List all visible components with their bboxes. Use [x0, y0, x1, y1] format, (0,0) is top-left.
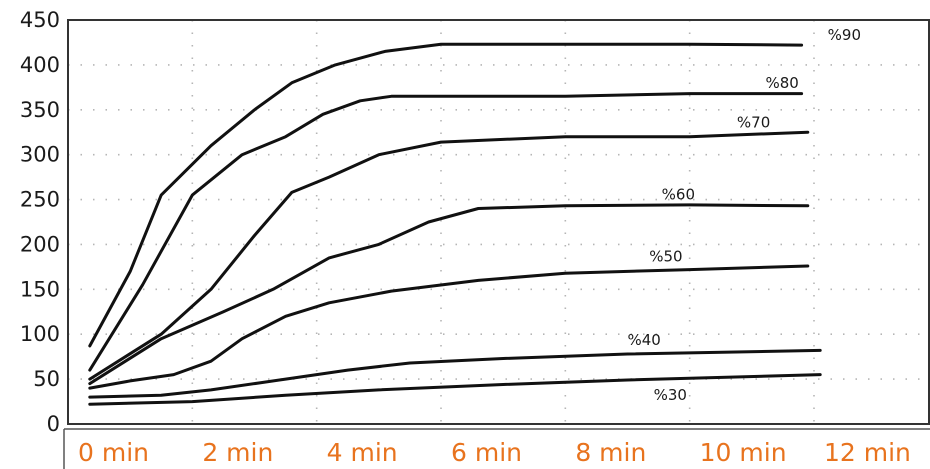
x-axis-ticks: 0 min 2 min 4 min 6 min 8 min 10 min 12 min	[78, 438, 911, 467]
series-labels: %90 %80 %70 %60 %50 %40 %30	[627, 26, 861, 404]
x-tick-label: 8 min	[575, 438, 646, 467]
y-tick-label: 200	[20, 232, 60, 256]
y-tick-label: 0	[47, 412, 60, 436]
x-tick-label: 0 min	[78, 438, 149, 467]
series-line	[88, 348, 822, 399]
series-label: %60	[662, 186, 695, 204]
series-label: %90	[828, 26, 861, 44]
x-tick-label: 2 min	[202, 438, 273, 467]
series-label: %80	[766, 74, 799, 92]
series-line	[88, 203, 810, 386]
series-line	[88, 92, 804, 372]
x-tick-label: 10 min	[700, 438, 787, 467]
grid	[68, 20, 929, 424]
x-tick-label: 4 min	[327, 438, 398, 467]
series-label: %50	[649, 248, 682, 266]
y-axis-ticks: 0 50 100 150 200 250 300 350 400 450	[20, 8, 60, 436]
y-tick-label: 250	[20, 188, 60, 212]
series-lines	[88, 42, 822, 406]
series-line	[88, 264, 810, 390]
plot-area-frame	[67, 19, 930, 425]
y-tick-label: 450	[20, 8, 60, 32]
series-line	[88, 42, 804, 348]
y-tick-label: 300	[20, 143, 60, 167]
y-tick-label: 350	[20, 98, 60, 122]
x-tick-label: 6 min	[451, 438, 522, 467]
series-label: %40	[627, 331, 660, 349]
series-label: %30	[654, 386, 687, 404]
y-tick-label: 50	[33, 367, 60, 391]
y-tick-label: 400	[20, 53, 60, 77]
y-tick-label: 100	[20, 322, 60, 346]
y-tick-label: 150	[20, 277, 60, 301]
x-tick-label: 12 min	[824, 438, 911, 467]
series-label: %70	[737, 114, 770, 132]
series-line	[88, 130, 810, 381]
series-line	[88, 373, 822, 406]
